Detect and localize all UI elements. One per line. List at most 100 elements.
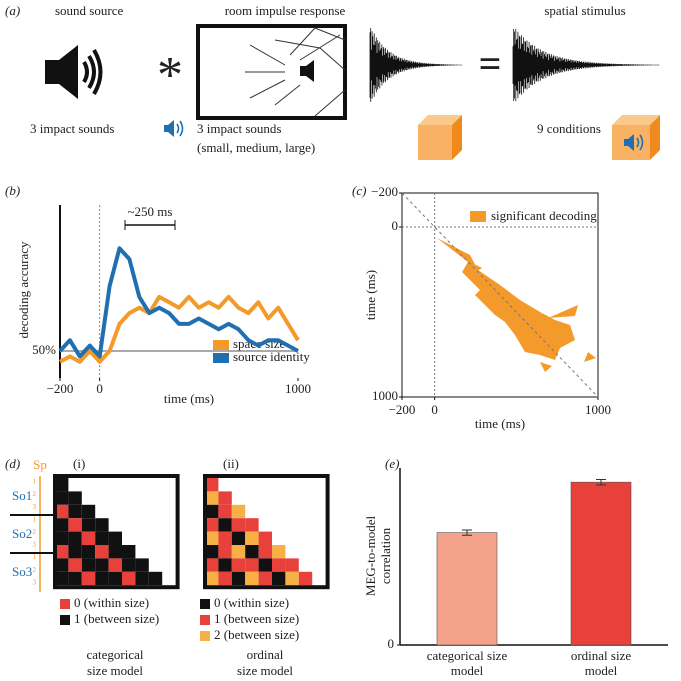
matrix-cell	[95, 558, 109, 572]
bar	[570, 481, 632, 646]
matrix-cell	[272, 558, 286, 572]
operator: *	[157, 47, 183, 104]
series-line	[59, 294, 300, 364]
matrix-cell	[218, 504, 232, 519]
legend-swatch	[200, 631, 210, 641]
matrix-cell	[298, 571, 313, 586]
matrix-cell	[231, 531, 246, 545]
matrix-cell	[108, 571, 122, 586]
sp-level: 1	[33, 478, 37, 486]
matrix-cell	[245, 518, 259, 532]
waveform-trace	[512, 28, 660, 102]
matrix-cell	[95, 571, 109, 586]
sp-level: 1	[33, 553, 37, 561]
matrix-cell	[68, 571, 82, 586]
model-name: size model	[87, 663, 143, 678]
matrix-cell	[55, 518, 69, 532]
matrix-cell	[55, 558, 69, 572]
matrix-cell	[95, 531, 109, 545]
panel-label: (b)	[5, 183, 20, 198]
matrix-cell	[218, 531, 232, 545]
matrix-cell	[258, 558, 272, 572]
legend-label: 0 (within size)	[74, 595, 149, 610]
annotation: ~250 ms	[128, 204, 173, 219]
y-axis-label: time (ms)	[363, 270, 378, 320]
matrix-cell	[205, 531, 219, 545]
legend-swatch	[200, 615, 210, 625]
legend-label: 0 (within size)	[214, 595, 289, 610]
x-tick-label: ordinal size model	[570, 648, 632, 678]
matrix-cell	[108, 531, 122, 545]
matrix-cell	[272, 545, 286, 559]
legend-swatch	[470, 211, 486, 222]
y-tick-label: 0	[392, 218, 399, 233]
matrix-cell	[135, 571, 149, 586]
sp-level: 2	[33, 528, 37, 536]
matrix-cell	[285, 571, 299, 586]
matrix-cell	[272, 571, 286, 586]
matrix-cell	[231, 558, 246, 572]
caption: 9 conditions	[537, 121, 601, 136]
matrix-cell	[81, 571, 96, 586]
matrix-cell	[81, 504, 96, 519]
legend-label: source identity	[233, 349, 310, 364]
y-tick-label: 50%	[32, 342, 56, 357]
matrix-frame	[203, 474, 330, 590]
waveform-trace	[369, 28, 463, 102]
matrix-cell	[135, 558, 149, 572]
caption: 3 impact sounds	[197, 121, 282, 136]
model-name: ordinal	[247, 647, 284, 662]
room-box	[196, 24, 347, 120]
y-axis-label: MEG-to-model	[363, 516, 378, 597]
matrix-cell	[218, 558, 232, 572]
error-bar	[596, 479, 606, 486]
matrix-cell	[218, 491, 232, 505]
bar	[436, 532, 498, 646]
sp-level: 1	[33, 515, 37, 523]
matrix-cell	[258, 571, 272, 586]
matrix-cell	[108, 558, 122, 572]
matrix-cell	[285, 558, 299, 572]
matrix-cell	[205, 571, 219, 586]
heading: sound source	[55, 3, 123, 18]
matrix-cell	[55, 478, 69, 492]
matrix-cell	[81, 531, 96, 545]
sp-level: 3	[33, 541, 37, 549]
y-tick-label: −200	[371, 184, 398, 199]
y-axis-label: decoding accuracy	[16, 241, 31, 339]
matrix-cell	[218, 545, 232, 559]
matrix-cell	[68, 504, 82, 519]
waveform	[512, 28, 660, 102]
operator: =	[479, 41, 502, 86]
matrix-cell	[245, 558, 259, 572]
x-tick-label: 1000	[285, 381, 311, 396]
small-speaker	[164, 120, 184, 137]
matrix-cell	[68, 545, 82, 559]
sp-level: 3	[33, 578, 37, 586]
panel-label: (c)	[352, 183, 366, 198]
matrix-cell	[245, 571, 259, 586]
waveform	[369, 28, 463, 102]
x-axis-label: time (ms)	[475, 416, 525, 431]
matrix-cell	[68, 558, 82, 572]
matrix-cell	[122, 545, 136, 559]
panel-label: (d)	[5, 456, 20, 471]
model-label: (i)	[73, 456, 85, 471]
matrix-cell	[68, 518, 82, 532]
matrix-cell	[231, 545, 246, 559]
heading: room impulse response	[225, 3, 346, 18]
matrix-cell	[81, 545, 96, 559]
heading: spatial stimulus	[544, 3, 625, 18]
legend-swatch	[213, 340, 229, 350]
y-axis-label: correlation	[378, 527, 393, 584]
x-tick-label: 1000	[585, 402, 611, 417]
diagonal	[401, 192, 599, 398]
y-tick-label: 1000	[372, 388, 398, 403]
legend-label: significant decoding	[491, 208, 597, 223]
matrix-cell	[205, 518, 219, 532]
legend-swatch	[200, 599, 210, 609]
room-cube	[612, 115, 660, 160]
matrix-cell	[231, 571, 246, 586]
